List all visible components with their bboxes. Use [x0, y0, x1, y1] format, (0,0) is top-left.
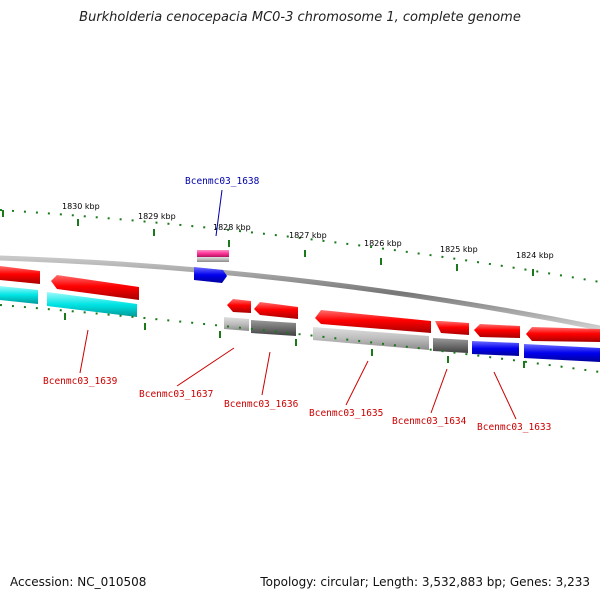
gene-label-1633[interactable]: Bcenmc03_1633	[477, 422, 551, 433]
gray-bar-1634[interactable]	[433, 338, 468, 353]
gray-bar-1635[interactable]	[313, 327, 429, 350]
gene-arrow-1638[interactable]	[194, 267, 227, 283]
kbp-label-1828: 1828 kbp	[213, 223, 251, 232]
gene-bar-1638-gray[interactable]	[197, 257, 229, 262]
leader-1636	[261, 351, 271, 396]
gray-bar-1636[interactable]	[251, 320, 296, 336]
gene-label-1636[interactable]: Bcenmc03_1636	[224, 399, 299, 410]
forward-strand-features	[0, 250, 229, 300]
inner-tick-arc	[0, 304, 600, 373]
reverse-strand-features	[224, 299, 600, 362]
gene-arrow-1635[interactable]	[315, 310, 431, 333]
leader-1637	[176, 347, 235, 387]
gray-bar-1637[interactable]	[224, 317, 249, 331]
blue-bar-1633[interactable]	[472, 341, 519, 356]
leader-1639	[79, 329, 89, 374]
inner-major-ticks	[64, 313, 525, 368]
outer-major-ticks	[2, 210, 534, 276]
gene-labels: Bcenmc03_1638 Bcenmc03_1639 Bcenmc03_163…	[43, 176, 551, 433]
gene-arrow-right[interactable]	[526, 327, 600, 342]
kbp-labels: 1830 kbp 1829 kbp 1828 kbp 1827 kbp 1826…	[62, 202, 554, 260]
gene-arrow-1633[interactable]	[474, 324, 520, 338]
gene-label-1635[interactable]: Bcenmc03_1635	[309, 408, 383, 419]
chromosome-backbone	[0, 255, 600, 331]
leader-1633	[493, 371, 517, 420]
label-leaders	[79, 189, 517, 420]
leader-1638	[215, 189, 223, 237]
gene-bar-1638-pink[interactable]	[197, 250, 229, 257]
kbp-label-1830: 1830 kbp	[62, 202, 100, 211]
gene-label-1639[interactable]: Bcenmc03_1639	[43, 376, 118, 387]
cyan-track	[0, 286, 137, 317]
kbp-label-1826: 1826 kbp	[364, 239, 402, 248]
gene-label-1637[interactable]: Bcenmc03_1637	[139, 389, 213, 400]
gene-label-1634[interactable]: Bcenmc03_1634	[392, 416, 467, 427]
accession-text: Accession: NC_010508	[10, 575, 147, 589]
cyan-bar-left[interactable]	[0, 286, 38, 304]
gene-arrow[interactable]	[0, 266, 40, 284]
leader-1635	[345, 360, 369, 406]
gene-arrow-1637[interactable]	[227, 299, 251, 313]
gene-label-1638[interactable]: Bcenmc03_1638	[185, 176, 260, 187]
gene-arrow-1639[interactable]	[51, 275, 139, 300]
kbp-label-1829: 1829 kbp	[138, 212, 176, 221]
gene-arrow-1634[interactable]	[435, 321, 469, 335]
leader-1634	[430, 368, 448, 414]
gene-arrow-1636[interactable]	[254, 302, 298, 319]
cyan-bar-1639[interactable]	[47, 292, 137, 317]
blue-bar-right[interactable]	[524, 344, 600, 362]
outer-tick-arc	[0, 209, 600, 283]
map-title: Burkholderia cenocepacia MC0-3 chromosom…	[79, 10, 521, 25]
kbp-label-1825: 1825 kbp	[440, 245, 478, 254]
kbp-label-1824: 1824 kbp	[516, 251, 554, 260]
genome-summary-text: Topology: circular; Length: 3,532,883 bp…	[260, 575, 590, 589]
kbp-label-1827: 1827 kbp	[289, 231, 327, 240]
